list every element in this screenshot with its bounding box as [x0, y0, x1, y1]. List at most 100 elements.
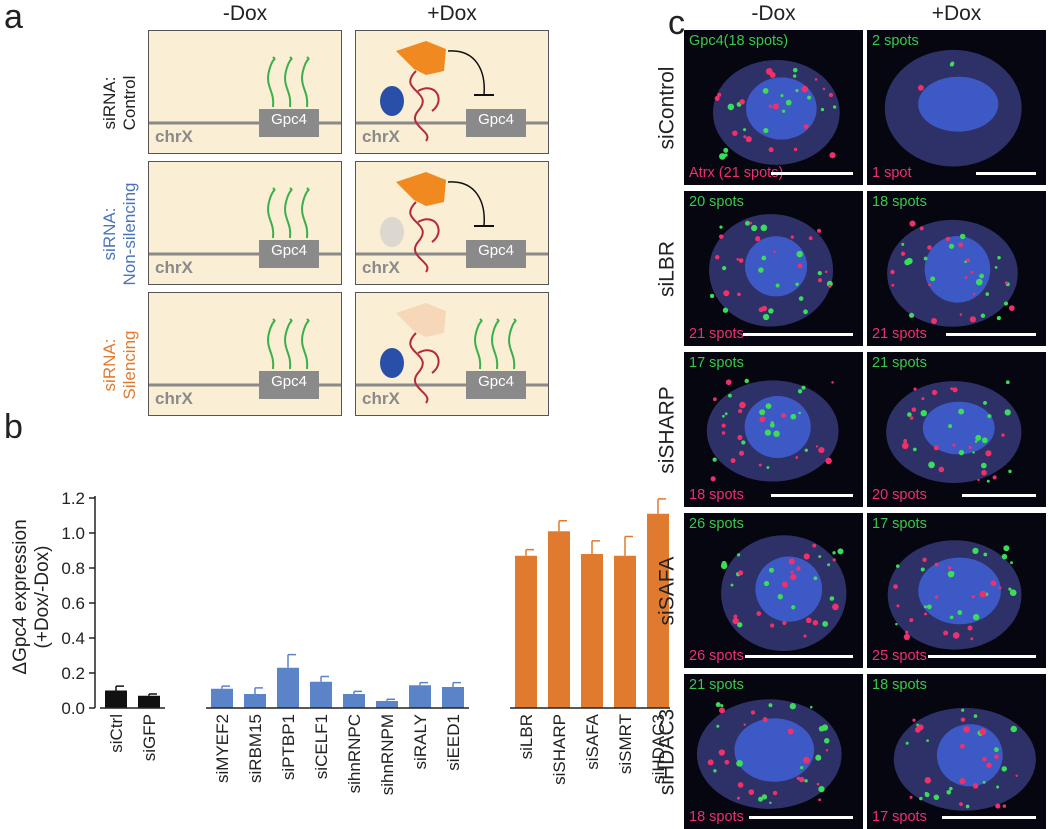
red-spot [986, 762, 992, 769]
gene-box [259, 371, 319, 399]
green-spot [758, 267, 764, 273]
red-spot [803, 553, 810, 560]
red-spot [921, 397, 925, 401]
schematic-silencing-plus-dox: Gpc4 chrX [355, 292, 549, 416]
green-spot [1003, 301, 1009, 306]
transcript-line [491, 318, 500, 370]
red-spot [749, 221, 753, 225]
schematic-nonsilencing-plus-dox: Gpc4 chrX [355, 161, 549, 285]
xist-rna [409, 70, 440, 142]
red-spot [772, 790, 778, 796]
red-spot [896, 604, 900, 608]
red-spot [745, 136, 752, 143]
scale-bar [745, 655, 853, 658]
green-spot [765, 403, 772, 410]
green-spot [709, 293, 715, 299]
red-spot [903, 439, 908, 443]
red-spot [758, 307, 764, 313]
micrograph-image [887, 540, 1022, 650]
red-spot [773, 250, 776, 254]
panel-c-row-label: siHDAC3 [655, 708, 679, 795]
red-spot [818, 446, 825, 454]
nucleus-core [744, 396, 811, 458]
green-spot [727, 103, 735, 111]
red-spot [816, 228, 822, 233]
green-spot [1004, 409, 1011, 416]
green-spot [813, 576, 818, 581]
schematic-control-minus-dox: Gpc4 chrX [148, 30, 342, 154]
atrx-spot-count: 18 spots [689, 809, 744, 825]
red-spot [736, 796, 741, 800]
atrx-spot-count: 17 spots [872, 809, 927, 825]
red-spot [979, 590, 987, 598]
green-spot [801, 385, 806, 390]
transcript-line [508, 318, 517, 370]
gene-label: Gpc4 [478, 111, 514, 128]
gpc4-spot-count: 2 spots [872, 33, 919, 49]
green-spot [959, 233, 966, 240]
red-spot [768, 104, 773, 109]
green-spot [820, 107, 825, 112]
transcript-line [267, 318, 276, 370]
green-spot [724, 153, 728, 157]
red-spot [812, 543, 817, 548]
schematic-nonsilencing-minus-dox: Gpc4 chrX [148, 161, 342, 285]
green-spot [933, 794, 940, 801]
green-spot [919, 796, 923, 801]
red-spot [917, 84, 924, 91]
red-spot [967, 625, 973, 631]
red-spot [787, 728, 794, 735]
red-spot [981, 469, 987, 476]
red-spot [824, 270, 828, 274]
panel-c-letter: c [668, 4, 685, 42]
green-spot [763, 127, 769, 134]
gpc4-spot-count: 21 spots [689, 677, 744, 693]
atrx-spot-count: 25 spots [872, 648, 927, 664]
schematic-drawing [356, 172, 548, 273]
green-spot [722, 266, 727, 271]
x-tick-label: sihnRNPC [345, 714, 364, 793]
gene-label: Gpc4 [271, 111, 307, 128]
green-spot [803, 309, 808, 315]
y-tick-label: 0.2 [61, 664, 85, 683]
green-spot [958, 408, 965, 415]
y-tick-label: 0.8 [61, 559, 85, 578]
red-spot [972, 292, 976, 296]
red-spot [710, 476, 716, 482]
red-spot [913, 387, 917, 391]
red-spot [995, 803, 1001, 809]
micrograph-image [706, 378, 839, 482]
panel-c-col-plus-dox: +Dox [931, 2, 982, 25]
gpc4-spot-count: 17 spots [872, 516, 927, 532]
x-tick-label: siLBR [517, 714, 536, 759]
green-spot [949, 786, 953, 791]
scale-bar [743, 333, 853, 336]
green-spot [982, 780, 986, 784]
red-spot [931, 389, 938, 396]
red-spot [909, 416, 914, 420]
bar [277, 667, 299, 708]
red-spot [934, 562, 939, 567]
red-spot [1001, 433, 1005, 437]
nucleus-core [936, 724, 1003, 787]
green-spot [730, 583, 734, 587]
green-spot [741, 440, 746, 445]
green-spot [818, 725, 825, 732]
green-spot [895, 622, 898, 626]
row-label-line1: siRNA: [100, 207, 119, 261]
green-spot [1010, 561, 1014, 565]
red-spot [947, 566, 952, 570]
chrom-label: chrX [155, 389, 193, 408]
green-spot [907, 412, 912, 417]
green-spot [994, 747, 999, 753]
chrom-label: chrX [362, 389, 400, 408]
red-spot [1002, 804, 1007, 808]
red-spot [828, 92, 834, 98]
green-spot [785, 99, 792, 106]
green-spot [965, 804, 970, 809]
bar [548, 531, 570, 708]
transcript-line [284, 187, 293, 239]
red-spot [796, 776, 801, 781]
gene-label: Gpc4 [271, 373, 307, 390]
green-spot [745, 220, 751, 226]
